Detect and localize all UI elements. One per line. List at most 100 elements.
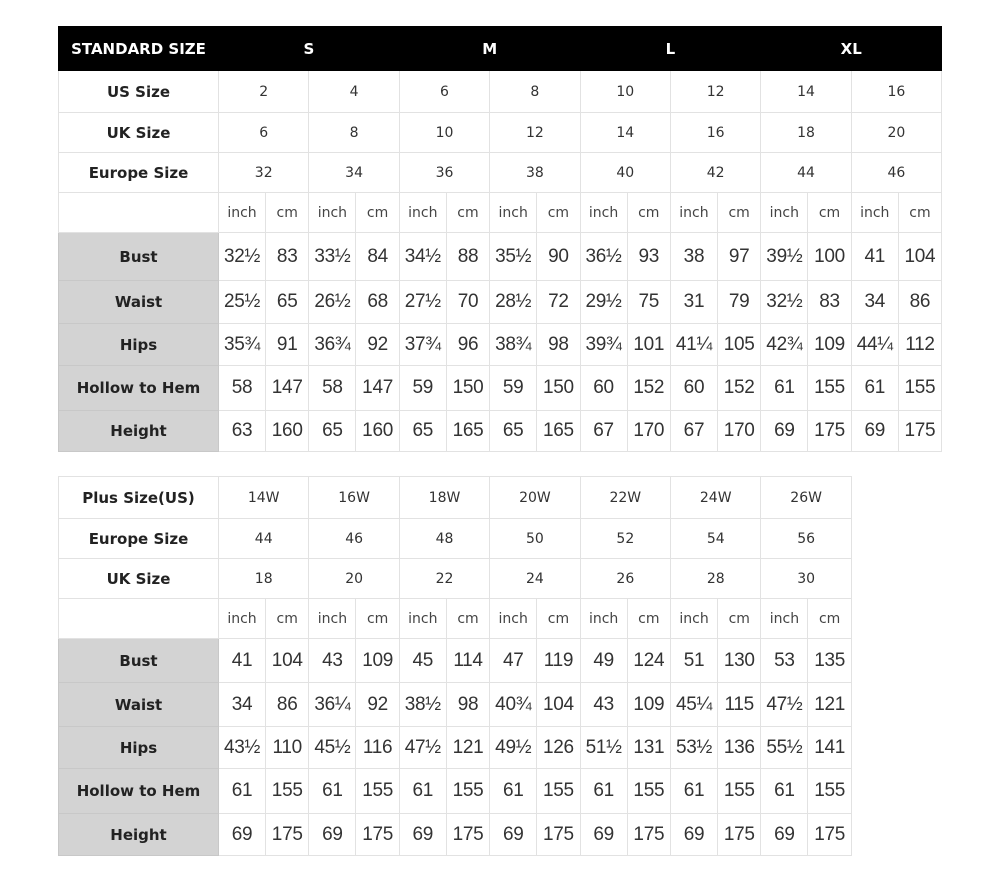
measure-value: 112 — [897, 323, 943, 366]
size-value: 34 — [308, 152, 400, 193]
measure-value: 93 — [626, 232, 671, 281]
measure-value: 175 — [807, 410, 852, 452]
size-value: 46 — [308, 518, 400, 559]
measure-value: 65 — [308, 410, 357, 452]
measure-label: Waist — [58, 682, 219, 727]
measure-value: 42¾ — [760, 323, 809, 366]
size-value: 18 — [760, 112, 852, 153]
measure-value: 44¼ — [850, 323, 899, 366]
measure-label: Height — [58, 410, 219, 452]
measure-value: 41¼ — [669, 323, 718, 366]
measure-value: 121 — [445, 726, 491, 769]
measure-value: 69 — [760, 813, 809, 856]
measure-value: 47½ — [398, 726, 447, 769]
measure-value: 47 — [489, 638, 538, 683]
size-row: US Size 2 4 6 8 10 12 14 16 — [58, 70, 943, 113]
unit-inch: inch — [669, 192, 718, 233]
measure-value: 150 — [445, 365, 491, 411]
measure-value: 121 — [807, 682, 852, 727]
unit-cm: cm — [536, 598, 581, 639]
size-value: 10 — [579, 70, 671, 113]
measure-value: 109 — [626, 682, 672, 727]
measure-value: 155 — [897, 365, 943, 411]
measure-value: 175 — [264, 813, 310, 856]
size-group-l: L — [579, 26, 762, 71]
unit-inch: inch — [489, 598, 538, 639]
measure-label: Hips — [58, 323, 219, 366]
measure-value: 26½ — [308, 280, 357, 324]
measure-value: 36½ — [579, 232, 628, 281]
size-value: 26 — [579, 558, 672, 599]
measure-value: 104 — [536, 682, 581, 727]
size-row: Europe Size 32 34 36 38 40 42 44 46 — [58, 152, 943, 193]
measure-value: 155 — [626, 768, 672, 814]
measure-value: 69 — [670, 813, 719, 856]
measure-value: 88 — [445, 232, 491, 281]
measure-value: 61 — [670, 768, 719, 814]
measure-value: 67 — [669, 410, 718, 452]
blank-cell — [58, 192, 219, 233]
row-label: UK Size — [58, 112, 219, 153]
measure-value: 175 — [897, 410, 943, 452]
measure-value: 32½ — [760, 280, 809, 324]
size-value: 10 — [398, 112, 491, 153]
measure-value: 91 — [264, 323, 310, 366]
unit-inch: inch — [579, 598, 628, 639]
measure-value: 45 — [398, 638, 447, 683]
measure-value: 147 — [355, 365, 400, 411]
size-value: 8 — [308, 112, 400, 153]
unit-inch: inch — [398, 192, 447, 233]
measure-value: 40¾ — [489, 682, 538, 727]
unit-inch: inch — [218, 192, 266, 233]
measure-value: 104 — [897, 232, 943, 281]
measure-value: 86 — [264, 682, 310, 727]
measure-value: 96 — [445, 323, 491, 366]
measure-value: 63 — [218, 410, 266, 452]
unit-inch: inch — [670, 598, 719, 639]
measure-value: 39½ — [760, 232, 809, 281]
unit-cm: cm — [897, 192, 943, 233]
measure-value: 45½ — [308, 726, 357, 769]
size-group-m: M — [398, 26, 581, 71]
size-value: 52 — [579, 518, 672, 559]
measure-row: Waist 34 86 36¼ 92 38½ 98 40¾ 104 43 109 45¼ 115 47½ 1… — [58, 682, 852, 727]
size-value: 8 — [489, 70, 581, 113]
measure-value: 109 — [807, 323, 852, 366]
size-value: 32 — [217, 152, 310, 193]
size-value: 16 — [669, 112, 762, 153]
measure-value: 79 — [716, 280, 762, 324]
size-value: 44 — [760, 152, 852, 193]
unit-inch: inch — [489, 192, 538, 233]
size-value: 36 — [398, 152, 491, 193]
measure-label: Hollow to Hem — [58, 365, 219, 411]
measure-value: 150 — [536, 365, 581, 411]
size-value: 44 — [217, 518, 310, 559]
measure-value: 155 — [536, 768, 581, 814]
measure-label: Bust — [58, 232, 219, 281]
size-value: 4 — [308, 70, 400, 113]
measure-value: 147 — [264, 365, 310, 411]
size-value: 54 — [670, 518, 762, 559]
measure-value: 61 — [760, 768, 809, 814]
measure-value: 34 — [218, 682, 266, 727]
measure-value: 70 — [445, 280, 491, 324]
measure-value: 69 — [760, 410, 809, 452]
unit-cm: cm — [807, 598, 852, 639]
measure-value: 83 — [807, 280, 852, 324]
row-label: UK Size — [58, 558, 219, 599]
measure-value: 61 — [760, 365, 809, 411]
measure-row: Hips 43½ 110 45½ 116 47½ 121 49½ 126 51½ 131 53½ 136… — [58, 726, 852, 769]
measure-value: 86 — [897, 280, 943, 324]
size-value: 14 — [579, 112, 671, 153]
measure-value: 27½ — [398, 280, 447, 324]
measure-value: 152 — [716, 365, 762, 411]
size-value: 12 — [489, 112, 581, 153]
measure-value: 155 — [717, 768, 762, 814]
size-value: 38 — [489, 152, 581, 193]
size-value: 30 — [760, 558, 852, 599]
measure-label: Height — [58, 813, 219, 856]
measure-value: 130 — [717, 638, 762, 683]
measure-label: Bust — [58, 638, 219, 683]
size-value: 18 — [217, 558, 310, 599]
measure-value: 61 — [489, 768, 538, 814]
